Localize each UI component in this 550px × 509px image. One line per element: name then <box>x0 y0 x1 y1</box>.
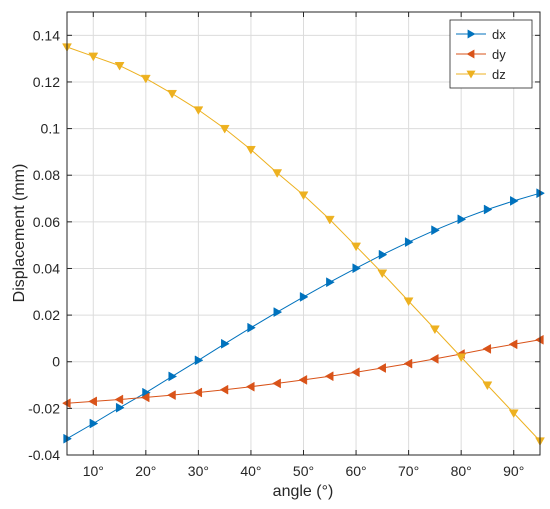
data-point-dx <box>536 188 546 199</box>
y-tick-label: 0.04 <box>33 260 60 276</box>
y-tick-label: 0.14 <box>33 27 60 43</box>
series-dx <box>63 188 546 444</box>
legend-label: dz <box>492 67 506 82</box>
legend-label: dx <box>492 27 506 42</box>
data-point-dx <box>63 433 73 444</box>
data-point-dy <box>298 374 308 385</box>
data-point-dz <box>482 381 493 391</box>
data-point-dy <box>534 334 544 345</box>
data-point-dz <box>167 89 178 99</box>
data-point-dy <box>219 384 229 395</box>
data-point-dy <box>351 367 360 378</box>
data-point-dy <box>403 358 413 369</box>
y-tick-label: 0 <box>52 354 60 370</box>
data-point-dz <box>219 124 230 134</box>
data-point-dy <box>61 398 71 409</box>
data-point-dz <box>377 269 388 279</box>
x-tick-label: 50° <box>293 463 314 479</box>
data-point-dz <box>114 62 125 71</box>
legend-item-dx: dx <box>456 27 506 42</box>
y-tick-label: 0.12 <box>33 74 60 90</box>
data-point-dz <box>508 409 519 419</box>
data-point-dx <box>299 291 309 302</box>
legend-item-dy: dy <box>456 47 506 62</box>
data-point-dy <box>429 353 439 364</box>
x-axis-label: angle (°) <box>273 483 334 500</box>
data-point-dz <box>456 353 467 363</box>
data-point-dz <box>193 106 204 115</box>
data-point-dy <box>377 363 386 373</box>
y-tick-label: 0.02 <box>33 307 60 323</box>
data-point-dy <box>167 390 176 401</box>
data-point-dx <box>326 277 335 288</box>
x-tick-label: 40° <box>240 463 261 479</box>
series-group <box>61 43 546 447</box>
data-point-dx <box>194 355 204 366</box>
data-point-dx <box>247 322 256 333</box>
data-point-dz <box>272 169 283 178</box>
data-point-dy <box>324 371 334 382</box>
legend: dx dy dz <box>449 19 533 89</box>
data-point-dz <box>298 191 309 201</box>
y-tick-label: -0.04 <box>28 447 60 463</box>
data-point-dx <box>483 204 493 215</box>
x-tick-label: 70° <box>398 463 419 479</box>
legend-marker <box>467 29 476 39</box>
x-tick-label: 90° <box>503 463 524 479</box>
data-point-dx <box>510 195 519 206</box>
data-point-dz <box>140 74 151 84</box>
data-point-dx <box>168 371 178 382</box>
y-tick-label: 0.06 <box>33 214 60 230</box>
y-axis-label: Displacement (mm) <box>11 164 28 303</box>
data-point-dz <box>88 52 99 62</box>
legend-label: dy <box>492 47 506 62</box>
data-point-dx <box>89 418 99 429</box>
legend-marker <box>466 70 476 79</box>
data-point-dy <box>193 387 203 398</box>
y-tick-label: -0.02 <box>28 400 60 416</box>
data-point-dz <box>429 325 440 335</box>
data-point-dx <box>115 402 125 413</box>
data-point-dx <box>431 225 440 236</box>
data-point-dx <box>221 338 230 349</box>
data-point-dy <box>272 378 281 389</box>
data-point-dx <box>378 249 388 260</box>
x-tick-label: 80° <box>451 463 472 479</box>
data-point-dy <box>88 396 97 407</box>
data-point-dx <box>352 263 362 274</box>
y-tick-label: 0.1 <box>41 121 61 137</box>
data-point-dx <box>404 237 414 248</box>
x-tick-label: 30° <box>188 463 209 479</box>
data-point-dy <box>508 339 518 350</box>
data-point-dz <box>351 242 362 252</box>
x-tick-label: 60° <box>345 463 366 479</box>
x-tick-label: 20° <box>135 463 156 479</box>
data-point-dx <box>273 307 283 318</box>
legend-marker <box>466 49 475 59</box>
axis-ticks: 10° 20° 30° 40° 50° 60° 70° 80° 90° -0.04 -0.02 0 0.… <box>28 12 540 479</box>
data-point-dy <box>140 392 150 403</box>
data-point-dz <box>245 145 256 155</box>
data-point-dy <box>114 394 124 405</box>
data-point-dz <box>403 297 414 307</box>
data-point-dy <box>245 381 255 392</box>
data-point-dx <box>457 214 467 225</box>
legend-item-dz: dz <box>456 67 506 82</box>
data-point-dy <box>482 343 492 354</box>
data-point-dz <box>324 215 335 225</box>
y-tick-label: 0.08 <box>33 167 60 183</box>
series-dz <box>62 43 545 447</box>
x-tick-label: 10° <box>83 463 104 479</box>
